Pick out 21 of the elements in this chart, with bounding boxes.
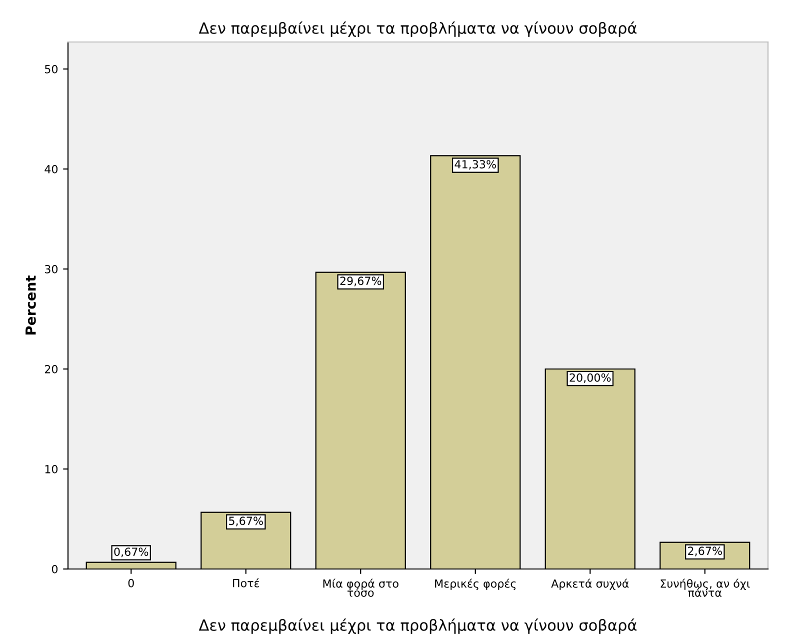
data-label: 0,67% (114, 548, 148, 558)
x-tick-label: Συνήθως, αν όχι πάντα (660, 578, 750, 597)
x-tick-label: Μερικές φορές (435, 578, 516, 590)
data-label: 20,00% (570, 373, 611, 383)
data-label: 2,67% (688, 546, 722, 556)
x-tick-label: Ποτέ (233, 578, 260, 588)
y-axis-title: Percent (26, 276, 36, 335)
y-tick-label: 50 (44, 64, 58, 74)
data-label: 41,33% (454, 160, 496, 170)
y-tick-label: 0 (52, 564, 58, 574)
data-label: 29,67% (340, 276, 382, 286)
y-tick-label: 20 (44, 364, 58, 374)
x-tick-label: Αρκετά συχνά (551, 578, 629, 590)
x-tick-label: 0 (128, 578, 134, 588)
data-label: 5,67% (229, 516, 263, 526)
y-tick-label: 10 (45, 464, 58, 474)
x-tick-label: Μία φορά στο τόσο (323, 578, 398, 597)
x-axis-title: Δεν παρεμβαίνει μέχρι τα προβλήματα να γίνουν σοβαρά (198, 618, 637, 634)
y-tick-label: 30 (44, 264, 58, 274)
y-tick-label: 40 (44, 164, 58, 174)
chart-title: Δεν παρεμβαίνει μέχρι τα προβλήματα να γίνουν σοβαρά (198, 21, 637, 37)
